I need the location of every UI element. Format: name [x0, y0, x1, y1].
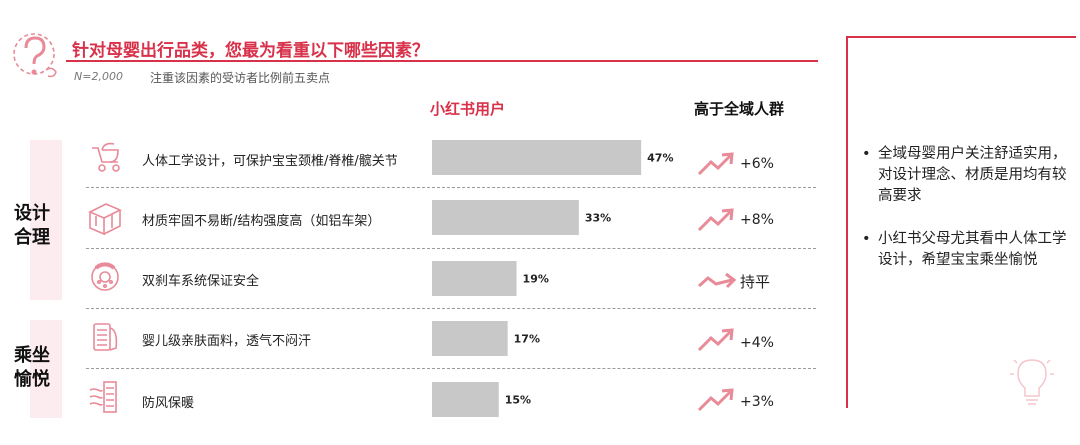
insight-panel-frame: [846, 36, 1076, 408]
fabric-icon: [93, 323, 118, 351]
bar-value-label-3: 17%: [514, 333, 540, 346]
insight-item: • 小红书父母尤其看中人体工学设计，希望宝宝乘坐愉悦: [860, 229, 1070, 271]
diff-value: +4%: [740, 335, 774, 351]
diff-value: 持平: [740, 273, 771, 291]
chart-subtitle: 注重该因素的受访者比例前五卖点: [150, 71, 331, 85]
sample-size-label: N=2,000: [74, 70, 123, 83]
group-design-label: 设计 合理: [10, 202, 54, 250]
lightbulb-icon: [1010, 359, 1054, 405]
insight-text: 全域母婴用户关注舒适实用，对设计理念、材质是用均有较高要求: [878, 146, 1067, 204]
insight-list: • 全域母婴用户关注舒适实用，对设计理念、材质是用均有较高要求 • 小红书父母尤其看…: [860, 144, 1070, 293]
factor-label: 人体工学设计，可保护宝宝颈椎/脊椎/髋关节: [142, 154, 398, 169]
bullet-icon: •: [862, 146, 871, 162]
bar-3: [432, 321, 508, 356]
share-column-header: 小红书用户: [430, 100, 506, 118]
group-comfort-background: [30, 320, 62, 418]
row-divider: [86, 368, 816, 369]
bar-value-label-0: 47%: [647, 152, 673, 165]
row-divider: [86, 187, 816, 188]
page-title: 针对母婴出行品类，您最为看重以下哪些因素？: [72, 41, 429, 61]
trend-flat-icon: [698, 272, 737, 289]
bar-1: [432, 200, 579, 235]
bar-value-label-4: 15%: [505, 394, 531, 407]
diff-value: +8%: [740, 212, 774, 228]
brake-disc-icon: [91, 262, 119, 291]
group-design-background: [30, 140, 62, 300]
diff-value: +3%: [740, 394, 774, 410]
row-divider: [86, 308, 816, 309]
diff-value: +6%: [740, 156, 774, 172]
trend-up-icon: [697, 388, 734, 412]
question-mark-icon: [13, 33, 57, 78]
bar-value-label-2: 19%: [523, 273, 549, 286]
factor-label: 双刹车系统保证安全: [142, 274, 260, 289]
trend-up-icon: [697, 328, 734, 352]
factor-label: 婴儿级亲肤面料，透气不闷汗: [142, 334, 312, 349]
diff-column-header: 高于全域人群: [694, 100, 785, 118]
factor-label: 防风保暖: [142, 396, 195, 411]
metal-beam-icon: [88, 203, 122, 236]
trend-up-icon: [697, 152, 734, 176]
insight-item: • 全域母婴用户关注舒适实用，对设计理念、材质是用均有较高要求: [860, 144, 1070, 207]
title-underline: [66, 60, 818, 62]
group-design-line1: 设计: [14, 203, 50, 224]
group-comfort-line2: 愉悦: [14, 369, 50, 390]
bar-0: [432, 140, 642, 175]
windproof-icon: [89, 381, 117, 413]
group-comfort-line1: 乘坐: [14, 345, 50, 366]
trend-up-icon: [697, 208, 734, 232]
factor-label: 材质牢固不易断/结构强度高（如铝车架）: [142, 214, 381, 229]
bar-2: [432, 261, 517, 296]
insight-text: 小红书父母尤其看中人体工学设计，希望宝宝乘坐愉悦: [878, 231, 1067, 268]
bar-4: [432, 382, 499, 417]
bar-value-label-1: 33%: [585, 212, 611, 225]
row-divider: [86, 248, 816, 249]
bullet-icon: •: [862, 231, 871, 247]
group-design-line2: 合理: [14, 227, 50, 248]
group-comfort-label: 乘坐 愉悦: [10, 344, 54, 392]
stroller-icon: [92, 142, 120, 172]
